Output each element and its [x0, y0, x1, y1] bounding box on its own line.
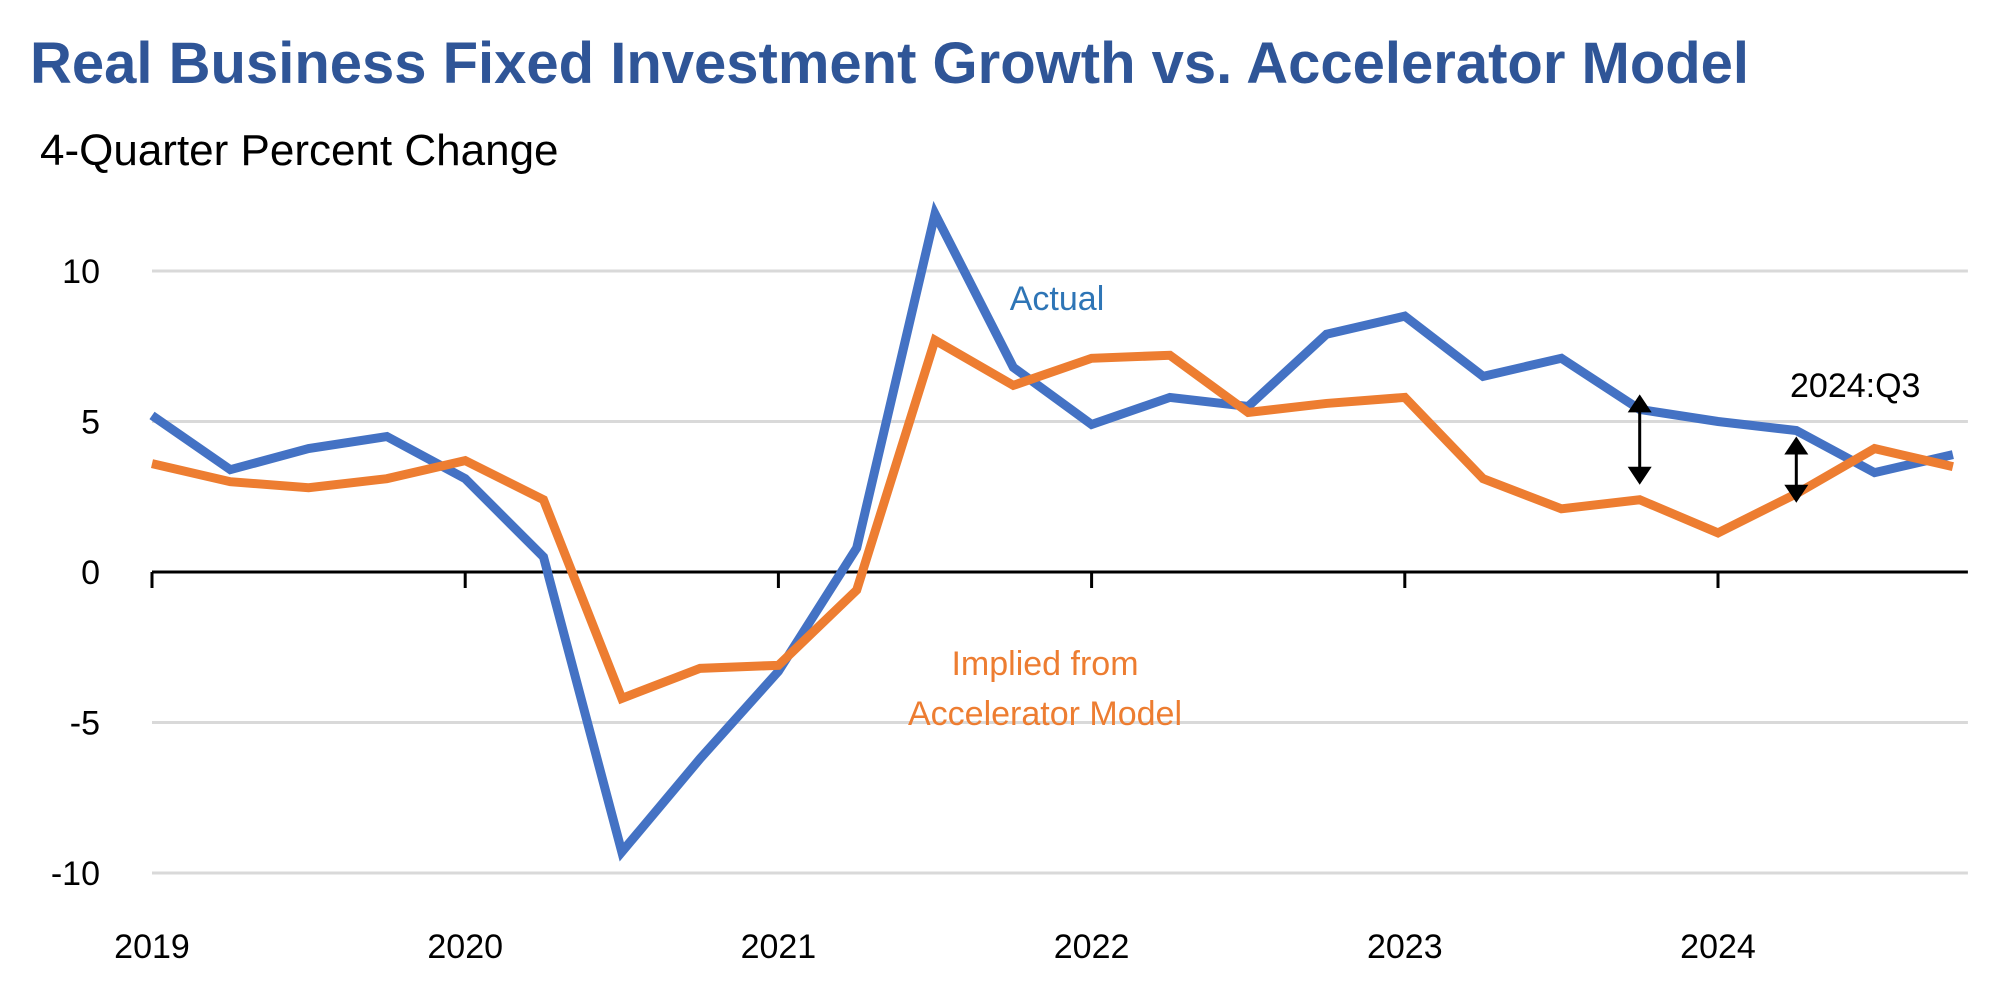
y-tick-label: 5 [81, 404, 100, 442]
implied-series-label-line2: Accelerator Model [908, 695, 1182, 733]
x-tick-label: 2024 [1680, 928, 1756, 966]
actual-series-line [149, 200, 1954, 862]
y-tick-label: -10 [51, 855, 100, 893]
arrow-head-up [1784, 436, 1809, 455]
y-tick-label: 10 [62, 253, 100, 291]
arrow-head-down [1627, 466, 1652, 485]
arrow-head-down [1784, 484, 1809, 503]
chart-subtitle: 4-Quarter Percent Change [40, 126, 559, 175]
x-tick-label: 2020 [427, 928, 503, 966]
chart-title: Real Business Fixed Investment Growth vs… [30, 31, 1749, 96]
x-tick-label: 2022 [1054, 928, 1130, 966]
x-tick-label: 2023 [1367, 928, 1443, 966]
x-tick-label: 2019 [114, 928, 190, 966]
last-point-label: 2024:Q3 [1790, 367, 1920, 405]
arrow-head-up [1627, 394, 1652, 413]
double-arrow-annotation [1627, 394, 1652, 485]
x-tick-label: 2021 [741, 928, 817, 966]
y-tick-label: -5 [70, 705, 100, 743]
implied-series-label-line1: Implied from [951, 645, 1138, 683]
y-tick-label: 0 [81, 554, 100, 592]
implied-series-line [150, 333, 1954, 705]
double-arrow-annotation [1784, 436, 1809, 503]
actual-series-label: Actual [1010, 280, 1105, 318]
